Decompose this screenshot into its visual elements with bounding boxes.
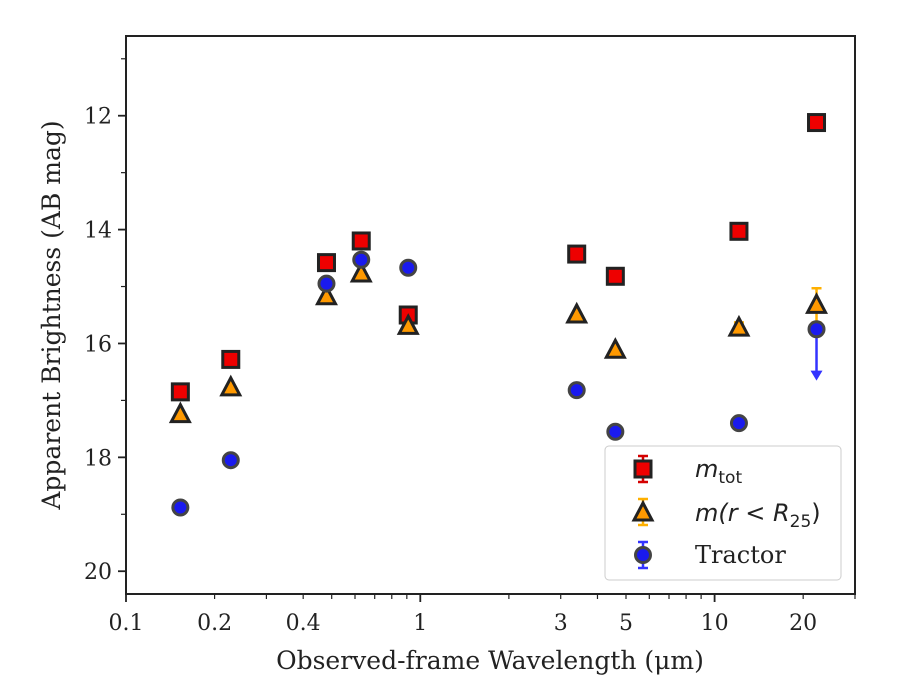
tractor-point [807, 320, 826, 339]
series-tractor [171, 250, 826, 517]
mtot-point [221, 349, 241, 369]
mtot-point [567, 244, 587, 264]
series-mtot [170, 113, 827, 402]
legend-mr25-marker [631, 499, 655, 522]
mr25-point [805, 292, 829, 314]
legend-box [604, 445, 842, 581]
plot-area [168, 113, 829, 517]
x-tick-label: 0.4 [286, 611, 321, 636]
axes-frame [125, 35, 856, 595]
mr25-point [168, 401, 192, 424]
mr25-point [219, 374, 243, 397]
x-tick-label: 3 [554, 611, 568, 636]
x-tick-label: 10 [701, 611, 729, 636]
mr25-point [314, 283, 338, 306]
x-tick-label: 20 [789, 611, 817, 636]
y-tick-label: 16 [84, 332, 112, 357]
legend-label-mr25: m(r < R25) [695, 499, 821, 532]
y-tick-label: 20 [84, 560, 112, 585]
mtot-point [807, 113, 827, 133]
mr25-point [565, 301, 589, 324]
tractor-point [729, 414, 748, 433]
x-axis-label: Observed-frame Wavelength (μm) [276, 646, 704, 675]
mtot-point [316, 253, 336, 273]
tractor-point [606, 422, 625, 441]
x-tick-label: 5 [619, 611, 633, 636]
y-tick-label: 14 [84, 219, 112, 244]
x-tick-label: 0.2 [197, 611, 232, 636]
tractor-point [221, 451, 240, 470]
legend-label-tractor: Tractor [695, 541, 786, 569]
mtot-point [605, 266, 625, 286]
y-tick-label: 12 [84, 105, 112, 130]
mr25-point [396, 313, 420, 335]
tractor-point [171, 498, 190, 517]
tractor-point [399, 258, 418, 277]
legend-label-mtot: mtot [695, 455, 742, 488]
mtot-point [170, 382, 190, 402]
mr25-point [727, 314, 751, 337]
mtot-point [351, 231, 371, 251]
y-tick-label: 18 [84, 446, 112, 471]
series-mr25 [168, 260, 829, 424]
y-axis: 12 14 16 18 20 [84, 58, 126, 585]
mtot-point [729, 221, 749, 241]
mr25-point [603, 337, 627, 359]
tractor-point [317, 274, 336, 293]
legend-tractor-marker [634, 546, 652, 564]
x-tick-label: 0.1 [109, 611, 144, 636]
y-axis-label: Apparent Brightness (AB mag) [37, 120, 66, 510]
tractor-point [567, 381, 586, 400]
legend-mtot-marker [633, 459, 653, 479]
x-tick-label: 1 [413, 611, 427, 636]
mr25-point [349, 260, 373, 283]
x-axis: 0.1 0.2 0.4 1 3 5 10 20 [109, 594, 856, 636]
tractor-point [352, 250, 371, 269]
legend: mtot m(r < R25) Tractor [604, 445, 842, 581]
tractor-upper-limit-arrow [810, 370, 823, 381]
